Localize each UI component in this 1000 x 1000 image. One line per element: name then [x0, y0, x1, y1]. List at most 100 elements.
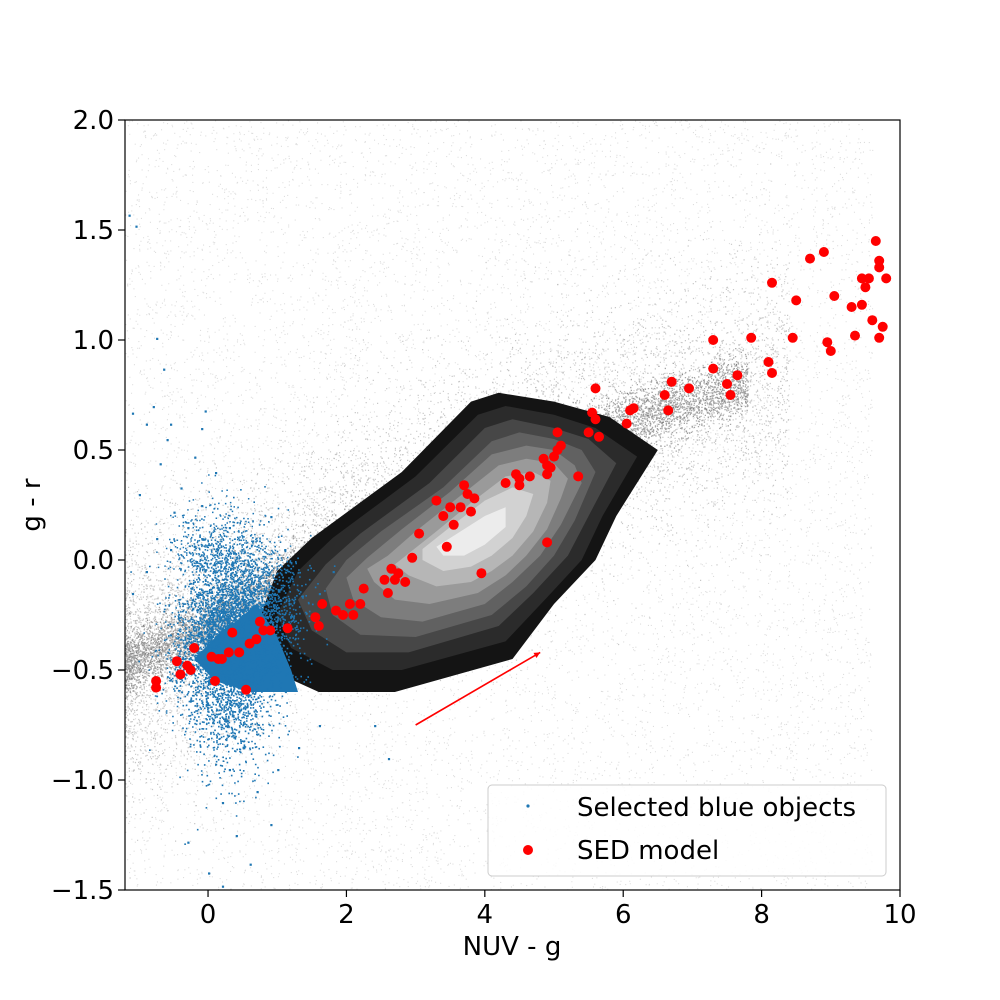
sed-model-point	[441, 541, 452, 552]
blue-object-point	[138, 494, 141, 497]
sed-model-point	[175, 669, 186, 680]
sed-model-point	[393, 568, 404, 579]
x-tick-label: 0	[200, 900, 217, 930]
reddening-arrow	[415, 651, 541, 726]
sed-model-point	[590, 414, 601, 425]
blue-object-point	[163, 368, 166, 371]
legend: Selected blue objects SED model	[487, 784, 887, 877]
blue-object-point	[170, 423, 173, 426]
blue-object-point	[131, 593, 135, 596]
sed-model-point	[400, 577, 411, 587]
blue-object-point	[277, 769, 280, 772]
sed-model-point	[382, 588, 393, 598]
x-tick-label: 4	[477, 900, 494, 930]
y-tick-label: 1.5	[73, 216, 114, 246]
blue-object-point	[166, 439, 169, 442]
sed-model-point	[241, 684, 252, 695]
sed-model-point	[846, 302, 857, 312]
legend-marker-sed-model	[523, 845, 533, 855]
sed-model-point	[469, 493, 480, 504]
blue-object-point	[228, 769, 231, 772]
sed-model-point	[791, 295, 802, 306]
blue-object-point	[180, 487, 183, 490]
sed-model-point	[514, 473, 525, 484]
sed-model-point	[414, 528, 425, 539]
sed-model-point	[455, 502, 466, 513]
sed-model-point	[722, 379, 732, 389]
y-tick-label: 0.5	[73, 436, 114, 466]
x-tick-label: 10	[883, 900, 916, 930]
sed-model-point	[659, 390, 670, 400]
sed-model-point	[258, 625, 269, 636]
legend-marker-selected-blue-objects	[526, 804, 530, 808]
sed-model-point	[767, 368, 777, 378]
y-tick-label: −0.5	[51, 656, 114, 686]
legend-label-sed-model: SED model	[577, 836, 719, 866]
sed-model-point	[379, 574, 390, 585]
blue-object-point	[318, 725, 321, 728]
sed-model-point	[829, 291, 840, 301]
sed-model-point	[725, 390, 736, 400]
y-tick-label: −1.0	[51, 766, 114, 796]
sed-model-point	[850, 330, 860, 341]
blue-object-point	[128, 214, 131, 217]
x-tick-label: 8	[753, 900, 770, 930]
sed-model-point	[590, 383, 601, 394]
sed-model-point	[708, 335, 719, 345]
sed-model-point	[313, 621, 324, 631]
plot-frame	[124, 119, 901, 891]
sed-model-point	[860, 282, 871, 293]
y-tick-label: 1.0	[73, 326, 114, 356]
x-tick-label: 6	[615, 900, 632, 930]
sed-model-point	[459, 480, 470, 491]
sed-model-point	[223, 647, 234, 658]
blue-object-point	[256, 791, 259, 794]
sed-model-point	[317, 599, 328, 609]
blue-object-point	[221, 802, 225, 805]
blue-object-point	[187, 527, 190, 530]
blue-object-point	[204, 410, 207, 413]
sed-model-point	[524, 471, 535, 482]
sed-model-point	[552, 427, 563, 438]
y-tick-label: 2.0	[73, 106, 114, 136]
sed-model-point	[856, 299, 867, 310]
blue-object-point	[194, 456, 197, 459]
sed-model-point	[310, 612, 321, 623]
blue-object-point	[170, 549, 173, 552]
blue-object-point	[270, 824, 273, 827]
sed-model-point	[189, 643, 200, 653]
sed-model-point	[348, 610, 359, 620]
y-axis: −1.5 −1.0 −0.5 0.0 0.5 1.0 1.5 2.0	[51, 106, 125, 906]
blue-object-point	[131, 412, 135, 415]
blue-object-point	[332, 571, 335, 574]
sed-model-point	[407, 552, 418, 563]
sed-model-point	[863, 273, 874, 284]
sed-model-point	[874, 255, 885, 266]
sed-model-point	[867, 315, 878, 326]
sed-model-point	[265, 625, 276, 636]
blue-object-point	[201, 428, 204, 431]
contour-level-9	[436, 507, 506, 556]
blue-object-point	[270, 516, 273, 519]
blue-object-point	[387, 758, 391, 761]
blue-object-point	[145, 423, 148, 426]
sed-model-point	[805, 253, 815, 264]
blue-object-point	[135, 225, 138, 228]
sed-model-point	[877, 321, 888, 332]
sed-model-point	[254, 616, 265, 627]
sed-model-point	[171, 656, 182, 667]
blue-object-point	[156, 337, 159, 340]
blue-object-point	[187, 841, 190, 844]
sed-model-point	[856, 273, 867, 284]
sed-model-point	[746, 332, 757, 343]
sed-model-point	[663, 405, 674, 416]
reddening-arrow-head	[533, 652, 541, 659]
sed-model-point	[666, 376, 677, 387]
blue-object-point	[235, 835, 238, 838]
blue-object-point	[298, 747, 301, 750]
sed-model-point	[216, 654, 227, 664]
sed-model-point	[438, 511, 449, 521]
sed-model-point	[822, 337, 833, 348]
legend-box	[487, 784, 887, 877]
